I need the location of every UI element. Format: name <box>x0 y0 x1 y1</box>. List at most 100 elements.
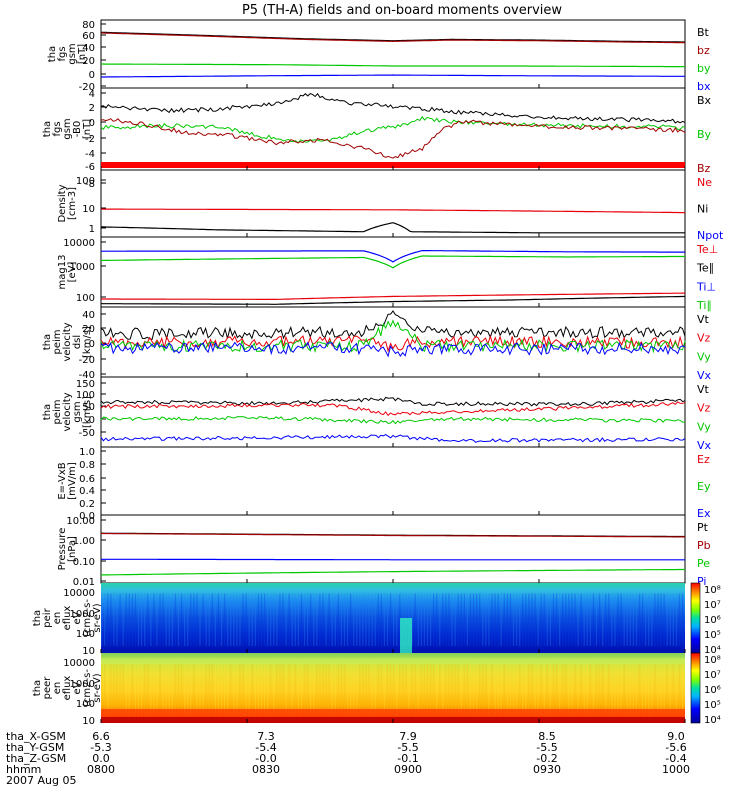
ylabel-line: Density <box>57 184 68 222</box>
spectrogram-streak <box>491 663 493 716</box>
spectrogram-streak <box>638 593 641 646</box>
spectrogram-streak <box>666 593 668 646</box>
ephem-value: 0900 <box>394 763 422 776</box>
spectrogram-streak <box>454 663 456 716</box>
spectrogram-streak <box>466 663 469 716</box>
legend-vy: Vy <box>697 350 711 363</box>
spectrogram-streak <box>125 663 127 716</box>
spectrogram-streak <box>187 663 189 716</box>
spectrogram-streak <box>469 593 472 646</box>
spectrogram-streak <box>340 663 343 716</box>
series-line-bx <box>101 74 685 78</box>
spectrogram-streak <box>137 593 140 646</box>
panel-frame <box>100 19 686 89</box>
colorbar-tick-label: 10⁸ <box>704 585 721 596</box>
spectrogram-streak <box>257 663 260 716</box>
spectrogram-streak <box>672 663 675 716</box>
spectrogram-streak <box>300 663 303 716</box>
legend-bz: Bz <box>697 162 711 175</box>
spectrogram-streak <box>617 593 619 646</box>
spectrogram-streak <box>254 663 256 716</box>
ylabel-line: (cm2-s- <box>82 669 93 707</box>
ytick-label: 150 <box>76 379 95 390</box>
colorbar-tick-label: 10⁸ <box>704 655 721 666</box>
spectrogram-streak <box>472 593 475 646</box>
spectrogram-streak <box>540 663 542 716</box>
spectrogram-streak <box>466 593 469 646</box>
spectrogram-streak <box>144 593 146 646</box>
ephem-value: 0.0 <box>92 752 110 765</box>
spectrogram-streak <box>144 663 146 716</box>
spectrogram-streak <box>546 663 548 716</box>
spectrogram-streak <box>442 663 444 716</box>
series-line-bz <box>101 32 686 44</box>
legend-vz: Vz <box>697 402 711 415</box>
spectrogram-streak <box>632 663 635 716</box>
legend-te∥: Te∥ <box>696 262 714 275</box>
ephem-value: -5.5 <box>536 741 557 754</box>
spectrogram-streak <box>159 663 161 716</box>
spectrogram-streak <box>263 663 266 716</box>
spectrogram-streak <box>248 663 250 716</box>
spectrogram-streak <box>663 663 665 716</box>
ytick-label: 0.8 <box>79 460 95 471</box>
spectrogram-streak <box>389 593 392 646</box>
spectrogram-streak <box>356 663 358 716</box>
spectrogram-streak <box>122 663 124 716</box>
spectrogram-streak <box>405 663 407 716</box>
spectrogram-streak <box>432 593 435 646</box>
ephem-value: -5.5 <box>397 741 418 754</box>
spectrogram-streak <box>346 593 349 646</box>
series-line-by <box>101 63 685 68</box>
ylabel-line: tha <box>42 121 53 137</box>
spectrogram-streak <box>368 593 370 646</box>
ytick-label: 40 <box>82 43 95 54</box>
ephem-value: -0.1 <box>397 752 418 765</box>
spectrogram-streak <box>663 593 665 646</box>
spectrogram-streak <box>620 663 622 716</box>
spectrogram-streak <box>104 663 106 716</box>
spectrogram-image <box>101 583 685 653</box>
ytick-label: 0.6 <box>79 474 95 485</box>
ytick-label: 100 <box>76 390 95 401</box>
spectrogram-streak <box>211 593 213 646</box>
spectrogram-streak <box>322 663 324 716</box>
ylabel-line: gsm <box>62 118 73 139</box>
spectrogram-streak <box>183 593 186 646</box>
spectrogram-streak <box>137 663 140 716</box>
spectrogram-streak <box>402 663 404 716</box>
spectrogram-streak <box>122 593 124 646</box>
spectrogram-streak <box>190 663 192 716</box>
spectrogram-streak <box>227 663 229 716</box>
spectrogram-streak <box>442 593 444 646</box>
series-line-pi <box>101 558 685 561</box>
spectrogram-streak <box>190 593 192 646</box>
spectrogram-streak <box>374 593 376 646</box>
spectrogram-streak <box>266 593 269 646</box>
spectrogram-streak <box>614 663 616 716</box>
spectrogram-streak <box>104 593 106 646</box>
spectrogram-streak <box>316 593 318 646</box>
spectrogram-streak <box>233 663 235 716</box>
spectrogram-streak <box>356 593 358 646</box>
ylabel-line: peim <box>52 399 63 424</box>
ylabel-line: dsl <box>72 335 83 349</box>
spectrogram-streak <box>251 593 253 646</box>
spectrogram-streak <box>220 593 223 646</box>
spectrogram-streak <box>374 663 376 716</box>
spectrogram-streak <box>645 663 647 716</box>
ylabel-line: tha <box>42 404 53 420</box>
spectrogram-streak <box>396 663 398 716</box>
spectrogram-streak <box>282 663 284 716</box>
ephemeris-footer: tha_X-GSM tha_Y-GSM tha_Z-GSM hhmm 2007 … <box>6 730 690 787</box>
spectrogram-streak <box>605 593 607 646</box>
spectrogram-streak <box>187 593 189 646</box>
ylabel-line: tha <box>32 610 43 626</box>
spectrogram-streak <box>346 663 349 716</box>
spectrogram-streak <box>180 663 183 716</box>
ylabel-line: tha <box>32 680 43 696</box>
spectrogram-streak <box>472 663 475 716</box>
spectrogram-streak <box>608 593 610 646</box>
spectrogram-streak <box>426 663 429 716</box>
